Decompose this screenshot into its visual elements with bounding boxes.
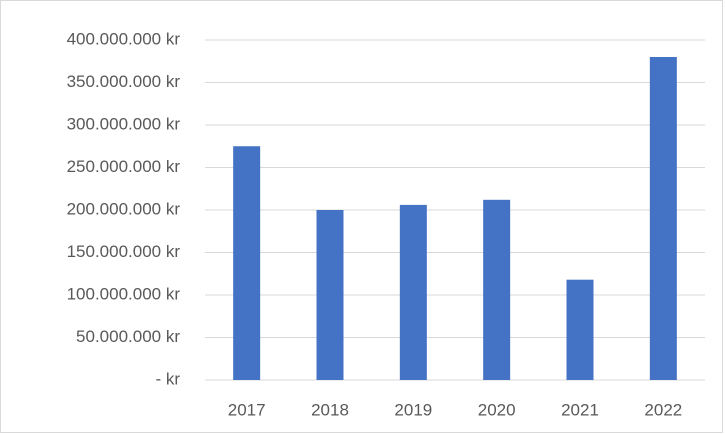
y-tick-label: 200.000.000 kr (67, 199, 181, 218)
bar (316, 210, 344, 380)
y-tick-label: 400.000.000 kr (67, 29, 181, 48)
y-tick-label: 50.000.000 kr (76, 327, 180, 346)
x-tick-label: 2020 (478, 400, 516, 419)
y-tick-label: 300.000.000 kr (67, 114, 181, 133)
x-tick-label: 2022 (644, 400, 682, 419)
bar (566, 279, 594, 380)
x-tick-label: 2021 (561, 400, 599, 419)
bar (483, 199, 511, 380)
y-tick-label: 150.000.000 kr (67, 242, 181, 261)
x-tick-label: 2019 (394, 400, 432, 419)
y-tick-label: 100.000.000 kr (67, 284, 181, 303)
bar (233, 146, 261, 380)
y-tick-label: 350.000.000 kr (67, 72, 181, 91)
bar (399, 204, 427, 380)
x-tick-label: 2018 (311, 400, 349, 419)
bar (649, 57, 677, 380)
x-tick-label: 2017 (228, 400, 266, 419)
y-tick-label: 250.000.000 kr (67, 157, 181, 176)
y-tick-label: - kr (155, 369, 180, 388)
